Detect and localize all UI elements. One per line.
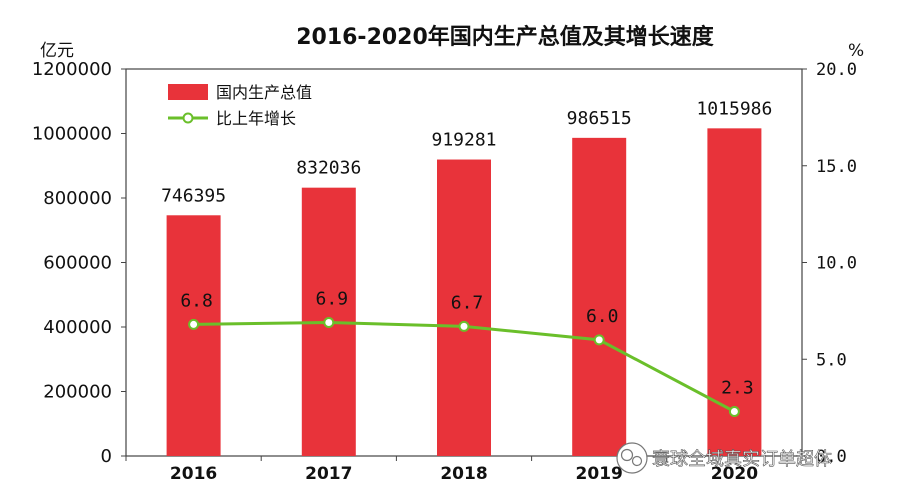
legend: 国内生产总值 比上年增长 (168, 83, 312, 128)
bar-2016 (166, 215, 221, 456)
y-left-tick-label: 1000000 (32, 124, 112, 145)
x-tick-label: 2017 (305, 464, 352, 484)
bar-label-2017: 832036 (296, 158, 361, 179)
growth-label-2016: 6.8 (180, 290, 213, 311)
growth-label-2020: 2.3 (721, 377, 754, 398)
growth-point-2016 (188, 318, 200, 330)
x-tick-label: 2020 (711, 464, 758, 484)
y-left-unit: 亿元 (40, 41, 74, 61)
x-tick-label: 2016 (170, 464, 217, 484)
y-right-tick-label: 15.0 (816, 157, 857, 177)
y-left-ticks: 0 200000 400000 600000 800000 1000000 1200000 (32, 59, 126, 467)
y-left-tick-label: 600000 (43, 253, 112, 274)
growth-point-2020 (728, 405, 740, 417)
chart-title: 2016-2020年国内生产总值及其增长速度 (296, 24, 715, 50)
legend-line-marker (182, 112, 194, 124)
y-left-tick-label: 0 (101, 446, 112, 467)
growth-point-2019 (593, 334, 605, 346)
watermark: 寰球全域真实订单超体 (616, 442, 832, 474)
y-left-tick-label: 1200000 (32, 59, 112, 80)
watermark-text: 寰球全域真实订单超体 (652, 449, 832, 470)
y-right-tick-label: 10.0 (816, 254, 857, 274)
y-left-tick-label: 800000 (43, 188, 112, 209)
growth-label-2017: 6.9 (316, 288, 349, 309)
legend-bar-swatch (168, 84, 208, 100)
bar-2019 (572, 137, 627, 456)
y-right-tick-label: 5.0 (816, 350, 847, 370)
growth-point-2018 (458, 320, 470, 332)
bar-label-2020: 1015986 (696, 98, 772, 119)
growth-point-2017 (323, 316, 335, 328)
legend-bar-label: 国内生产总值 (216, 83, 312, 102)
bar-2018 (437, 159, 491, 457)
bar-labels-group: 746395 832036 919281 986515 1015986 (161, 98, 772, 206)
x-tick-label: 2019 (576, 464, 623, 484)
wechat-icon-bubble-right (631, 455, 643, 467)
bars-group (166, 128, 762, 457)
y-left-tick-label: 200000 (43, 382, 112, 403)
y-right-tick-label: 0.0 (816, 447, 847, 467)
bar-label-2019: 986515 (567, 108, 632, 129)
growth-line-group: 6.8 6.9 6.7 6.0 2.3 (180, 288, 754, 417)
bar-label-2016: 746395 (161, 185, 226, 206)
legend-line-label: 比上年增长 (216, 109, 296, 128)
wechat-icon-bubble-left (620, 448, 634, 462)
y-left-tick-label: 400000 (43, 317, 112, 338)
y-right-unit: % (848, 41, 864, 61)
growth-label-2018: 6.7 (451, 292, 484, 313)
growth-label-2019: 6.0 (586, 306, 619, 327)
y-right-ticks: 0.0 5.0 10.0 15.0 20.0 (802, 60, 857, 467)
x-ticks: 2016 2017 2018 2019 2020 (125, 456, 803, 484)
y-right-tick-label: 20.0 (816, 60, 857, 80)
bar-label-2018: 919281 (431, 130, 496, 151)
x-tick-label: 2018 (440, 464, 487, 484)
